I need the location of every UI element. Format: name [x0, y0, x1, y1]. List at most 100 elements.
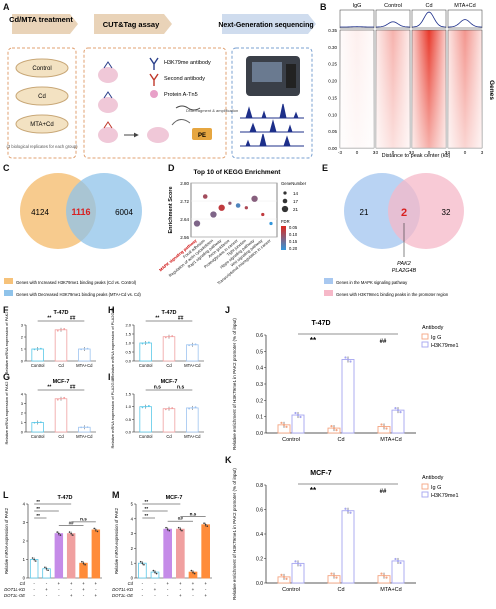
venn-e-right	[388, 173, 464, 249]
data-point	[147, 341, 150, 344]
data-point	[86, 347, 89, 350]
d-point	[218, 204, 225, 211]
x-tick-label: MTA+Cd	[184, 363, 201, 368]
y-tick-label: 0.8	[256, 483, 263, 489]
panel-m-chart: MCF-7 0 1 2 3 4 5 Relative mRNA expression of P…	[112, 495, 212, 598]
row-mark: -	[154, 593, 156, 598]
sig-label: ##	[178, 516, 184, 521]
bar	[54, 533, 64, 579]
x-tick-label: MTA+Cd	[76, 363, 93, 368]
d-point	[244, 206, 248, 210]
sig-label: **	[36, 499, 40, 504]
data-point	[45, 567, 48, 570]
y-tick-label: 4	[131, 516, 134, 521]
y-axis-label: Relative enrichment of H3K79me1 in PAK2 …	[232, 468, 237, 600]
d-point	[235, 203, 241, 208]
legend-title: Antibody	[422, 475, 444, 481]
x-tick-label: Control	[139, 434, 153, 439]
data-point	[81, 560, 83, 563]
data-point	[192, 571, 194, 573]
data-point	[282, 575, 286, 578]
sig-label: **	[155, 316, 159, 322]
h-title: T-47D	[162, 310, 177, 316]
x-tick-label: Cd	[166, 434, 172, 439]
row-mark: +	[45, 587, 48, 592]
data-point	[399, 411, 402, 414]
svg-text:Second antibody: Second antibody	[164, 76, 205, 82]
row-mark: -	[180, 587, 182, 592]
data-point	[83, 348, 86, 350]
legend-label: H3K79me1	[431, 493, 459, 499]
row-mark: -	[70, 587, 72, 592]
x-tick-label: MTA+Cd	[184, 434, 201, 439]
panel-label-b: B	[320, 2, 327, 12]
heatmap-group-label: Control	[384, 3, 402, 9]
data-point	[164, 408, 167, 411]
heatmap-y-tick: 0.15	[328, 95, 337, 100]
data-point	[144, 342, 147, 344]
panel-label-a: A	[3, 2, 10, 12]
panel-label-d: D	[168, 163, 175, 173]
legend-label: H3K79me1	[431, 343, 459, 349]
d-y-tick: 2.56	[180, 235, 189, 240]
stage3-header	[222, 14, 316, 34]
svg-text:H3K79me antibody: H3K79me antibody	[164, 60, 211, 66]
y-tick-label: 0.2	[256, 557, 263, 563]
panel-label-j: J	[225, 305, 231, 315]
d-color-legend-label: 0.20	[289, 246, 298, 251]
data-point	[144, 405, 147, 408]
d-y-tick: 2.64	[180, 217, 189, 222]
row-mark: -	[33, 587, 35, 592]
data-point	[84, 563, 86, 566]
x-tick-label: Cd	[337, 437, 344, 443]
data-point	[82, 562, 85, 564]
data-point	[31, 557, 34, 559]
bar	[138, 562, 147, 579]
x-tick-label: MTA+Cd	[380, 437, 401, 443]
data-point	[47, 569, 49, 572]
m-title: MCF-7	[166, 495, 183, 501]
panel-j-chart: T-47D 0.0 0.1 0.2 0.3 0.4 0.5 0.6 Relative enric…	[232, 318, 459, 450]
data-point	[204, 523, 207, 526]
data-point	[299, 415, 302, 419]
sig-label: n.s	[154, 385, 161, 391]
data-point	[33, 558, 35, 561]
tagmentation: PE DNA fragment & amplification	[124, 105, 238, 143]
heatmap-control: Control -3 0 3	[374, 3, 412, 155]
svg-text:Cd: Cd	[38, 94, 46, 100]
dish-control: Control	[15, 58, 69, 78]
data-point	[34, 560, 37, 562]
sig-label: **	[145, 499, 149, 504]
profile-line	[375, 21, 411, 28]
data-point	[168, 529, 171, 532]
replicate-note: (3 biological replicates for each group)	[7, 144, 79, 149]
data-point	[141, 342, 144, 345]
heatmap-x-tick: 0	[428, 150, 431, 155]
y-tick-label: 2	[131, 546, 134, 551]
j-title: T-47D	[311, 320, 330, 327]
panel-d-kegg: Top 10 of KEGG Enrichment 2.80 2.72 2.64 2.5…	[158, 169, 307, 286]
data-point	[155, 572, 158, 575]
heatmap-y-tick: 0.30	[328, 45, 337, 50]
x-tick-label: MTA+Cd	[380, 587, 401, 593]
data-point	[36, 421, 39, 424]
data-point	[335, 429, 338, 432]
venn-e-legend-swatch-1	[324, 278, 333, 284]
y-axis-label: Relative enrichment of H3K79me1 in PAK2 …	[232, 318, 237, 450]
sig-label: ##	[380, 489, 387, 495]
profile-frame	[447, 9, 483, 29]
x-tick-label: Cd	[166, 363, 172, 368]
y-tick-label: 2	[21, 411, 24, 416]
profile-frame	[375, 9, 411, 29]
data-point	[139, 560, 142, 563]
data-point	[33, 421, 36, 424]
data-point	[344, 356, 347, 359]
heatmap-y-tick: 0.05	[328, 129, 337, 134]
sig-label: **	[36, 506, 40, 511]
y-tick-label: 2	[23, 539, 26, 544]
venn-c-legend-swatch-1	[4, 278, 13, 284]
heatmap-y-tick: 0.20	[328, 79, 337, 84]
x-tick-label: Cd	[58, 434, 64, 439]
bar	[201, 524, 210, 579]
pe-tag: PE	[198, 133, 206, 139]
